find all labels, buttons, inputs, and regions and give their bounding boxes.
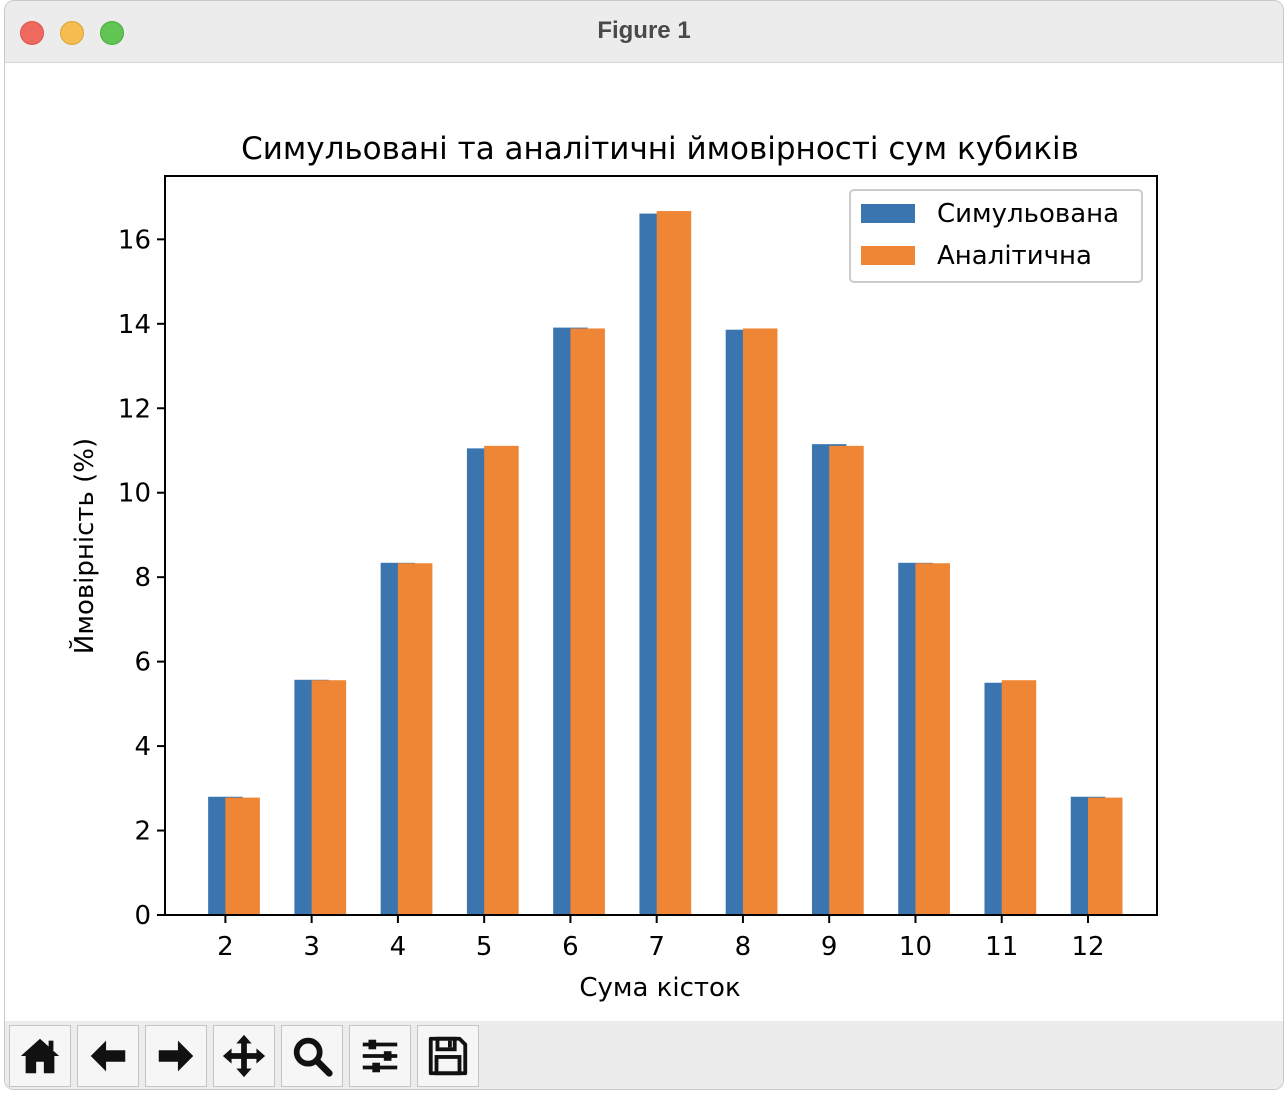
home-button[interactable]	[9, 1025, 71, 1087]
close-window-button[interactable]	[20, 21, 44, 45]
bar-analytic-2	[225, 797, 260, 915]
y-tick-label: 12	[118, 394, 151, 424]
pan-button[interactable]	[213, 1025, 275, 1087]
y-tick-label: 4	[134, 732, 151, 762]
x-tick-label: 7	[648, 932, 665, 962]
x-tick-label: 4	[390, 932, 407, 962]
sliders-icon	[362, 1039, 398, 1073]
legend-box	[849, 189, 1143, 283]
title-bar: Figure 1	[5, 1, 1283, 63]
y-axis: 0 2 4 6 8 10 12 14 16	[118, 225, 165, 931]
floppy-disk-icon	[428, 1036, 468, 1076]
y-tick-label: 6	[134, 648, 151, 678]
y-tick-label: 16	[118, 225, 151, 255]
x-axis-label: Сума кісток	[579, 973, 740, 1003]
y-tick-label: 10	[118, 479, 151, 509]
chart-title: Симульовані та аналітичні ймовірності су…	[241, 131, 1079, 167]
navigation-toolbar	[5, 1021, 1283, 1089]
move-icon	[222, 1034, 266, 1078]
legend-swatch-simulated	[861, 204, 915, 223]
minimize-window-button[interactable]	[60, 21, 84, 45]
maximize-window-button[interactable]	[100, 21, 124, 45]
x-tick-label: 5	[476, 932, 493, 962]
y-tick-label: 8	[134, 563, 151, 593]
x-tick-label: 8	[735, 932, 752, 962]
legend-label-simulated: Симульована	[937, 199, 1119, 229]
back-button[interactable]	[77, 1025, 139, 1087]
bar-analytic-6	[570, 328, 605, 915]
bar-analytic-5	[484, 445, 519, 915]
bar-analytic-9	[829, 445, 864, 915]
x-tick-label: 3	[303, 932, 320, 962]
y-tick-label: 14	[118, 310, 151, 340]
arrow-right-icon	[158, 1040, 194, 1072]
x-axis: 2 3 4 5 6 7 8 9 10 11 12	[217, 915, 1105, 962]
bar-analytic-4	[397, 563, 433, 915]
bar-analytic-8	[742, 328, 778, 915]
bars-group	[208, 211, 1123, 916]
configure-subplots-button[interactable]	[349, 1025, 411, 1087]
x-tick-label: 11	[985, 932, 1018, 962]
x-tick-label: 6	[562, 932, 579, 962]
forward-button[interactable]	[145, 1025, 207, 1087]
save-button[interactable]	[417, 1025, 479, 1087]
y-tick-label: 0	[134, 901, 151, 931]
home-icon	[20, 1038, 60, 1074]
bar-analytic-12	[1087, 797, 1123, 915]
legend-label-analytic: Аналітична	[937, 241, 1092, 271]
bar-analytic-7	[656, 211, 692, 916]
x-tick-label: 2	[217, 932, 234, 962]
plot-frame	[164, 175, 1158, 916]
arrow-left-icon	[90, 1040, 126, 1072]
x-tick-label: 12	[1071, 932, 1104, 962]
bar-analytic-3	[311, 680, 347, 915]
window-title: Figure 1	[597, 17, 691, 44]
bar-analytic-11	[1001, 680, 1037, 915]
legend: Симульована Аналітична	[849, 189, 1143, 283]
magnifier-icon	[293, 1037, 333, 1077]
figure-canvas: Симульовані та аналітичні ймовірності су…	[5, 63, 1283, 1021]
zoom-button[interactable]	[281, 1025, 343, 1087]
legend-swatch-analytic	[861, 246, 915, 265]
bar-chart: Симульовані та аналітичні ймовірності су…	[68, 131, 1158, 1003]
x-tick-label: 10	[899, 932, 932, 962]
figure-window: Figure 1 Симульовані та аналітичні ймові…	[4, 0, 1284, 1090]
bar-analytic-10	[915, 563, 950, 915]
y-axis-label: Ймовірність (%)	[68, 438, 100, 654]
x-tick-label: 9	[821, 932, 838, 962]
y-tick-label: 2	[134, 817, 151, 847]
